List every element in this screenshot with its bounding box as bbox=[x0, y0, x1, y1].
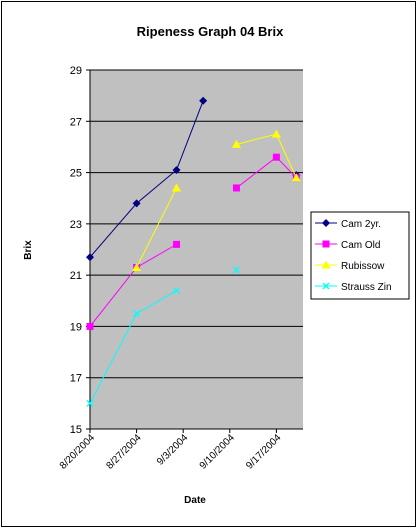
legend-label: Rubissow bbox=[341, 261, 385, 272]
data-point bbox=[199, 96, 208, 105]
data-point bbox=[322, 219, 330, 227]
y-tick-label: 21 bbox=[70, 270, 82, 282]
data-point bbox=[272, 153, 280, 161]
data-point bbox=[172, 166, 181, 175]
data-point bbox=[271, 129, 281, 138]
x-tick-label: 9/3/2004 bbox=[155, 432, 191, 468]
x-axis-title: Date bbox=[184, 495, 206, 506]
x-tick-label: 9/17/2004 bbox=[244, 432, 284, 472]
data-point bbox=[322, 282, 330, 290]
x-tick-label: 9/10/2004 bbox=[198, 432, 238, 472]
y-tick-label: 17 bbox=[70, 373, 82, 385]
series-line bbox=[136, 187, 177, 268]
data-point bbox=[172, 183, 182, 192]
data-point bbox=[321, 260, 331, 269]
y-tick-label: 27 bbox=[70, 116, 82, 128]
plot-background bbox=[90, 70, 303, 429]
y-tick-label: 29 bbox=[70, 65, 82, 77]
data-point bbox=[86, 399, 94, 407]
data-point bbox=[322, 240, 330, 248]
y-tick-label: 19 bbox=[70, 321, 82, 333]
y-tick-label: 25 bbox=[70, 168, 82, 180]
series-line bbox=[89, 100, 204, 258]
data-point bbox=[173, 240, 181, 248]
chart-title: Ripeness Graph 04 Brix bbox=[137, 24, 284, 39]
data-point bbox=[173, 287, 180, 294]
data-point bbox=[133, 310, 141, 318]
data-point bbox=[132, 262, 142, 271]
data-point bbox=[231, 139, 241, 148]
data-point bbox=[86, 253, 94, 262]
data-point bbox=[86, 322, 94, 330]
data-point bbox=[132, 199, 141, 208]
y-tick-label: 23 bbox=[70, 219, 82, 231]
plot-area: 15 17 19 21 23 25 27 29 8/20/2004 8/27/2004 9/3/20… bbox=[58, 65, 303, 472]
legend-label: Cam 2yr. bbox=[341, 219, 381, 230]
x-tick-label: 8/27/2004 bbox=[104, 432, 144, 472]
x-tick-label: 8/20/2004 bbox=[58, 432, 98, 472]
y-tick-label: 15 bbox=[70, 424, 82, 436]
legend: Cam 2yr. Cam Old Rubissow Strauss Zin bbox=[310, 211, 410, 300]
data-point bbox=[232, 266, 240, 274]
data-point bbox=[232, 184, 240, 192]
legend-label: Cam Old bbox=[341, 240, 380, 251]
data-point bbox=[291, 173, 301, 182]
y-axis-title: Brix bbox=[23, 240, 34, 260]
legend-label: Strauss Zin bbox=[341, 282, 392, 293]
